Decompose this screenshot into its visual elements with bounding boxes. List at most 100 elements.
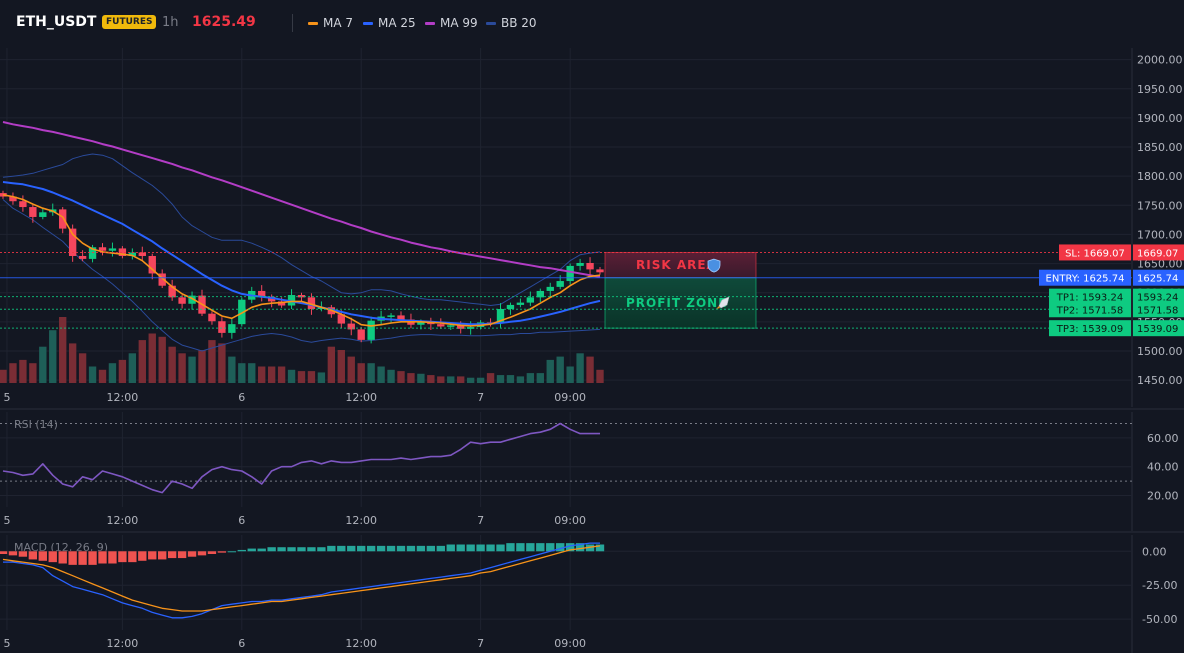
- candle-body: [9, 196, 17, 202]
- volume-bar: [427, 375, 435, 383]
- candle-body: [118, 248, 127, 256]
- candle-body: [526, 297, 535, 303]
- level-tag-tp3: [1049, 320, 1131, 337]
- candle-body: [457, 325, 465, 329]
- time-label: 5: [3, 391, 10, 404]
- macd-histogram-bar: [416, 545, 426, 552]
- price-tick-label: 1950.00: [1137, 83, 1183, 96]
- risk-area-label: RISK AREA: [636, 258, 717, 272]
- volume-bar: [447, 376, 455, 383]
- ma99-swatch: [425, 22, 435, 25]
- candle-body: [496, 309, 505, 323]
- volume-bar: [158, 336, 166, 383]
- volume-bar: [128, 353, 137, 383]
- macd-histogram-bar: [158, 551, 167, 560]
- time-label: 12:00: [107, 391, 139, 404]
- macd-histogram-bar: [376, 545, 386, 552]
- macd-histogram-bar: [476, 544, 485, 552]
- candle-body: [88, 247, 97, 259]
- volume-bar: [9, 363, 17, 383]
- macd-histogram-bar: [167, 551, 177, 559]
- legend-ma25[interactable]: MA 25: [363, 16, 416, 30]
- level-tag-sl: [1059, 244, 1131, 261]
- macd-line: [3, 542, 600, 619]
- time-label: 12:00: [107, 637, 139, 650]
- legend-bb20[interactable]: BB 20: [486, 16, 537, 30]
- time-label: 5: [3, 637, 10, 650]
- time-label: 12:00: [345, 637, 377, 650]
- price-tick-label: 1650.00: [1137, 258, 1183, 271]
- volume-bar: [347, 356, 355, 383]
- candle-body: [148, 255, 156, 274]
- volume-bar: [228, 356, 236, 383]
- price-tick-label: 1450.00: [1137, 374, 1183, 387]
- volume-bar: [287, 369, 296, 383]
- volume-bar: [88, 366, 97, 383]
- candle-body: [546, 286, 554, 291]
- ma7-line: [2, 194, 601, 327]
- symbol-name[interactable]: ETH_USDT: [16, 14, 97, 30]
- volume-bar: [417, 373, 425, 383]
- macd-histogram-bar: [267, 547, 276, 552]
- candle-body: [168, 285, 176, 298]
- volume-bar: [437, 376, 445, 383]
- volume-bar: [108, 363, 117, 383]
- macd-histogram-bar: [396, 545, 406, 552]
- macd-histogram-bar: [247, 548, 256, 552]
- macd-histogram-bar: [0, 551, 8, 554]
- candle-body: [258, 290, 266, 297]
- ma7-label: MA 7: [323, 16, 354, 30]
- volume-bar: [576, 353, 584, 383]
- volume-bar: [297, 371, 306, 383]
- ma25-label: MA 25: [378, 16, 416, 30]
- volume-bar: [178, 353, 186, 383]
- macd-histogram-bar: [177, 551, 187, 559]
- volume-bar: [98, 369, 107, 383]
- legend-ma7[interactable]: MA 7: [308, 16, 353, 30]
- candle-body: [387, 315, 395, 317]
- macd-histogram-bar: [187, 551, 197, 557]
- volume-bar: [59, 317, 67, 383]
- time-label: 09:00: [554, 637, 586, 650]
- price-tick-label: 1750.00: [1137, 199, 1183, 212]
- volume-bar: [536, 373, 544, 383]
- level-price-tag-tp2: [1133, 301, 1184, 318]
- macd-histogram-bar: [565, 543, 575, 552]
- interval-selector[interactable]: 1h: [162, 15, 179, 30]
- volume-bar: [78, 353, 87, 383]
- volume-bar: [387, 369, 395, 383]
- candle-body: [59, 209, 67, 229]
- bb-lower-line: [2, 199, 601, 352]
- candle-body: [19, 201, 27, 208]
- level-price-entry: 1625.74: [1137, 274, 1178, 285]
- candle-body: [108, 248, 117, 251]
- header-divider: [292, 14, 293, 32]
- macd-histogram-bar: [217, 551, 227, 553]
- price-tick-label: 1700.00: [1137, 228, 1183, 241]
- macd-histogram-bar: [357, 545, 366, 552]
- macd-histogram-bar: [118, 551, 127, 563]
- candle-body: [98, 247, 107, 251]
- candle-body: [178, 297, 186, 304]
- volume-bar: [486, 373, 495, 383]
- volume-bar: [258, 366, 266, 383]
- macd-histogram-bar: [58, 551, 67, 564]
- candle-body: [277, 301, 286, 306]
- rocket-flame: [716, 305, 720, 309]
- macd-histogram-bar: [297, 547, 306, 552]
- level-price-tag-sl: [1133, 244, 1184, 261]
- candle-body: [586, 262, 594, 270]
- macd-histogram-bar: [277, 547, 286, 552]
- macd-histogram-bar: [78, 551, 87, 565]
- candle-body: [68, 228, 77, 256]
- volume-bar: [208, 340, 216, 383]
- level-label-tp3: TP3: 1539.09: [1056, 324, 1123, 335]
- legend-ma99[interactable]: MA 99: [425, 16, 478, 30]
- time-label: 7: [477, 514, 484, 527]
- candle-body: [267, 296, 276, 302]
- macd-histogram-bar: [496, 544, 505, 552]
- volume-bar: [397, 371, 405, 383]
- macd-histogram-bar: [207, 551, 217, 554]
- macd-histogram-bar: [257, 548, 266, 552]
